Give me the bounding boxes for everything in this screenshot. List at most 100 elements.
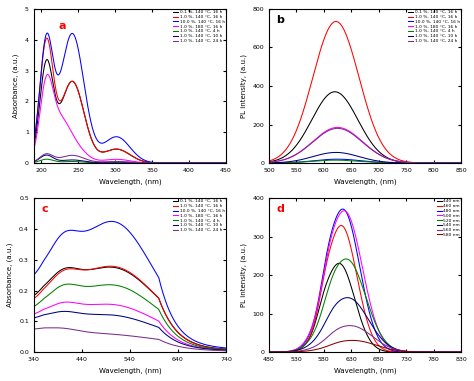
480 nm [367, 313, 373, 317]
Line: 460 nm: 460 nm [269, 226, 461, 352]
0.1 %, 140 °C, 16 h [114, 147, 120, 151]
1.0 %, 140 °C, 24 h [350, 132, 356, 136]
10.0 %, 140 °C, 16 h [56, 235, 62, 239]
440 nm [367, 338, 373, 343]
1.0 %, 140 °C, 16 h [56, 271, 62, 275]
Line: 0.1 %, 140 °C, 16 h: 0.1 %, 140 °C, 16 h [34, 267, 226, 349]
500 nm [458, 350, 464, 354]
Legend: 440 nm, 460 nm, 480 nm, 500 nm, 520 nm, 540 nm, 560 nm, 580 nm: 440 nm, 460 nm, 480 nm, 500 nm, 520 nm, … [436, 199, 460, 237]
10.0 %, 140 °C, 16 h [367, 159, 373, 164]
1.0 %, 140 °C, 10 h [299, 157, 304, 162]
1.0 %, 140 °C, 4 h [114, 283, 120, 288]
1.0 %, 140 °C, 4 h [64, 282, 69, 287]
Line: 560 nm: 560 nm [269, 326, 461, 352]
Line: 1.0 %, 180 °C, 16 h: 1.0 %, 180 °C, 16 h [34, 302, 226, 350]
460 nm [350, 252, 356, 257]
1.0 %, 140 °C, 10 h [333, 150, 339, 155]
Line: 1.0 %, 140 °C, 24 h: 1.0 %, 140 °C, 24 h [34, 328, 226, 351]
10.0 %, 140 °C, 16 h [350, 158, 356, 162]
0.1 %, 140 °C, 16 h [292, 146, 297, 150]
Line: 540 nm: 540 nm [269, 298, 461, 352]
540 nm [458, 350, 464, 354]
1.0 %, 140 °C, 24 h [132, 160, 138, 165]
1.0 %, 140 °C, 16 h [299, 115, 304, 119]
580 nm [458, 350, 464, 354]
1.0 %, 180 °C, 16 h [223, 161, 229, 165]
460 nm [338, 223, 344, 228]
1.0 %, 140 °C, 4 h [31, 304, 36, 309]
520 nm [331, 271, 337, 276]
440 nm [371, 343, 377, 347]
1.0 %, 140 °C, 10 h [96, 160, 101, 165]
1.0 %, 140 °C, 4 h [132, 290, 138, 295]
500 nm [341, 208, 347, 213]
460 nm [292, 349, 297, 353]
1.0 %, 140 °C, 16 h [223, 347, 229, 352]
1.0 %, 140 °C, 16 h [108, 264, 113, 269]
1.0 %, 140 °C, 10 h [132, 160, 138, 165]
460 nm [299, 346, 304, 350]
10.0 %, 140 °C, 16 h [292, 160, 297, 165]
1.0 %, 180 °C, 16 h [331, 126, 337, 130]
Line: 1.0 %, 140 °C, 16 h: 1.0 %, 140 °C, 16 h [269, 21, 461, 163]
1.0 %, 140 °C, 24 h [266, 160, 272, 165]
1.0 %, 140 °C, 16 h [371, 125, 377, 129]
10.0 %, 140 °C, 16 h [299, 160, 304, 164]
1.0 %, 140 °C, 10 h [136, 160, 142, 165]
10.0 %, 140 °C, 16 h [371, 160, 377, 164]
1.0 %, 140 °C, 24 h [31, 159, 36, 164]
10.0 %, 140 °C, 16 h [223, 161, 229, 165]
1.0 %, 140 °C, 10 h [266, 160, 272, 165]
1.0 %, 180 °C, 16 h [458, 161, 464, 165]
1.0 %, 140 °C, 16 h [114, 147, 120, 151]
1.0 %, 140 °C, 16 h [96, 266, 101, 270]
1.0 %, 140 °C, 16 h [333, 19, 339, 24]
580 nm [367, 341, 373, 346]
1.0 %, 180 °C, 16 h [367, 146, 373, 150]
1.0 %, 140 °C, 10 h [114, 313, 120, 318]
1.0 %, 180 °C, 16 h [266, 160, 272, 165]
1.0 %, 140 °C, 16 h [64, 267, 69, 272]
520 nm [350, 261, 356, 266]
540 nm [367, 320, 373, 325]
440 nm [299, 346, 304, 350]
1.0 %, 140 °C, 10 h [64, 158, 69, 163]
0.1 %, 140 °C, 16 h [332, 90, 337, 94]
0.1 %, 140 °C, 16 h [458, 161, 464, 165]
Y-axis label: Absorbance, (a.u.): Absorbance, (a.u.) [13, 54, 19, 118]
440 nm [266, 350, 272, 354]
1.0 %, 140 °C, 10 h [136, 318, 142, 323]
Line: 580 nm: 580 nm [269, 340, 461, 352]
1.0 %, 140 °C, 24 h [136, 160, 142, 165]
1.0 %, 140 °C, 4 h [371, 160, 377, 165]
1.0 %, 140 °C, 4 h [136, 293, 142, 297]
560 nm [350, 323, 356, 328]
10.0 %, 140 °C, 16 h [458, 161, 464, 165]
1.0 %, 140 °C, 24 h [458, 161, 464, 165]
0.1 %, 140 °C, 16 h [132, 155, 138, 160]
1.0 %, 140 °C, 4 h [223, 347, 229, 352]
440 nm [292, 349, 297, 353]
10.0 %, 140 °C, 16 h [114, 134, 120, 139]
540 nm [292, 349, 297, 353]
1.0 %, 140 °C, 16 h [266, 158, 272, 163]
1.0 %, 140 °C, 16 h [114, 265, 120, 269]
0.1 %, 140 °C, 16 h [56, 269, 62, 274]
0.1 %, 140 °C, 16 h [367, 139, 373, 143]
1.0 %, 140 °C, 10 h [64, 309, 69, 314]
1.0 %, 140 °C, 24 h [64, 154, 69, 158]
0.1 %, 140 °C, 16 h [223, 161, 229, 165]
1.0 %, 140 °C, 10 h [292, 158, 297, 163]
0.1 %, 140 °C, 16 h [107, 265, 112, 269]
1.0 %, 140 °C, 24 h [56, 326, 62, 330]
440 nm [458, 350, 464, 354]
1.0 %, 140 °C, 4 h [332, 158, 337, 162]
10.0 %, 140 °C, 16 h [64, 229, 69, 234]
1.0 %, 140 °C, 24 h [136, 335, 142, 339]
Line: 1.0 %, 140 °C, 10 h: 1.0 %, 140 °C, 10 h [34, 155, 226, 163]
Legend: 0.1 %, 140 °C, 16 h, 1.0 %, 140 °C, 16 h, 10.0 %, 140 °C, 16 h, 1.0 %, 180 °C, 1: 0.1 %, 140 °C, 16 h, 1.0 %, 140 °C, 16 h… [173, 199, 225, 233]
480 nm [292, 348, 297, 352]
0.1 %, 140 °C, 16 h [350, 107, 356, 112]
480 nm [350, 229, 356, 233]
440 nm [336, 261, 342, 266]
